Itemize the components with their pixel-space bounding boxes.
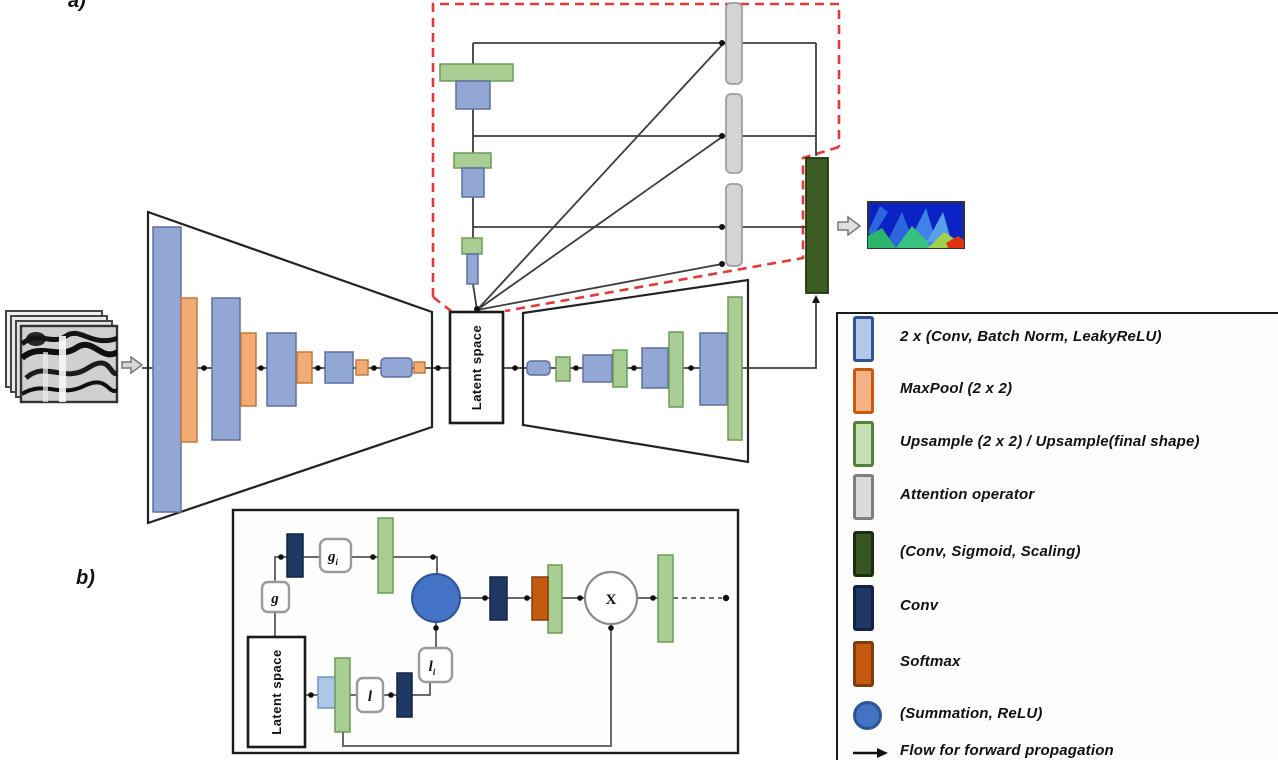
gate-conv-bar [286, 533, 304, 578]
decoder-upsample-bar [612, 349, 628, 388]
attention-callout-outline [431, 2, 841, 313]
output-upsample-bar [657, 554, 674, 643]
multiply-label: X [606, 592, 617, 608]
panel-b-box [231, 508, 740, 755]
encoder-conv-bar [266, 332, 297, 407]
decoder-conv-bar [641, 347, 669, 389]
decoder-conv-bar [699, 332, 728, 406]
legend-item-label: 2 x (Conv, Batch Norm, LeakyReLU) [900, 328, 1162, 345]
legend-item-label: (Conv, Sigmoid, Scaling) [900, 543, 1081, 560]
skip-upsample-bar [334, 657, 351, 733]
attention-upsample-bar [453, 152, 492, 169]
input-image-stack [5, 310, 119, 404]
conv-sigmoid-scaling-bar [805, 157, 829, 294]
encoder-maxpool-bar [355, 359, 369, 376]
gate-signal-label: g [270, 591, 279, 607]
attention-operator-bar [725, 2, 743, 85]
gate-signal-box [260, 580, 291, 614]
legend-box: 2 x (Conv, Batch Norm, LeakyReLU) MaxPoo… [836, 312, 1278, 760]
softmax-icon [853, 641, 874, 687]
skip-conv-output-label: li [429, 659, 436, 677]
skip-conv-output-box [417, 646, 454, 684]
latent-space-label-b: Latent space [269, 649, 284, 734]
output-velocity-image [867, 201, 965, 249]
latent-space-label: Latent space [469, 325, 484, 410]
decoder-upsample-bar [668, 331, 684, 408]
latent-space-box [448, 310, 505, 425]
encoder [142, 210, 450, 525]
panel-a-label: a) [68, 0, 86, 12]
attention-conv-bar [461, 167, 485, 198]
encoder-maxpool-bar [296, 351, 313, 384]
attention-output-lines [742, 42, 817, 228]
conv-block-icon [853, 316, 874, 362]
decoder-upsample-bar [727, 296, 743, 441]
encoder-conv-bar [324, 351, 354, 384]
maxpool-icon [853, 368, 874, 414]
decoder-flow-dots [512, 365, 694, 371]
softmax-upsample-bar [547, 564, 563, 634]
gate-upsample-bar [377, 517, 394, 594]
decoder [503, 278, 750, 464]
multiply-node [583, 570, 639, 626]
upsample-icon [853, 421, 874, 467]
softmax-bar [531, 576, 549, 621]
legend-item-label: Conv [900, 597, 939, 614]
attention-upsample-bar [439, 63, 514, 82]
attention-operator-icon [853, 474, 874, 520]
decoder-conv-bar [582, 354, 613, 383]
input-arrow-icon [121, 355, 144, 375]
legend-item-label: Softmax [900, 653, 961, 670]
skip-conv-bar2 [396, 672, 413, 718]
output-head [748, 157, 965, 369]
attention-operator-bar [725, 183, 743, 267]
post-sum-conv-bar [489, 576, 508, 621]
latent-space-box-b [246, 635, 307, 749]
attention-upsample-bar [461, 237, 483, 255]
attention-gating-lines [473, 42, 726, 228]
attention-module [439, 2, 817, 312]
conv-sigmoid-scaling-icon [853, 531, 874, 577]
decoder-to-output-line [748, 300, 817, 369]
output-arrowhead [812, 295, 820, 303]
decoder-conv-bar [526, 360, 551, 376]
gate-conv-output-label: gi [327, 549, 339, 567]
decoder-upsample-bar [555, 356, 571, 382]
legend-item-label: Attention operator [900, 486, 1035, 503]
encoder-trapezoid [146, 210, 434, 525]
seismic-wiggles [21, 330, 117, 402]
decoder-trapezoid [521, 278, 750, 464]
summation-relu-node [411, 573, 461, 623]
attention-operator-bar [725, 93, 743, 174]
attention-conv-bar [466, 253, 479, 285]
legend-item-label: MaxPool (2 x 2) [900, 380, 1013, 397]
attention-conv-bar [455, 80, 491, 110]
panel-b-dots [278, 554, 730, 698]
panel-b-label: b) [76, 567, 95, 589]
flow-arrow-icon [853, 745, 889, 760]
attention-junction-dots [474, 40, 725, 312]
skip-signal-label: l [368, 689, 373, 705]
attention-gate-detail: Latent space g gi l li X [231, 508, 740, 755]
encoder-maxpool-bar [413, 361, 426, 374]
output-arrow-icon [837, 215, 862, 237]
conv-icon [853, 585, 874, 631]
attention-skip-fan [476, 44, 723, 311]
encoder-flow-dots [201, 365, 441, 371]
encoder-conv-bar [211, 297, 241, 441]
legend-item-label: (Summation, ReLU) [900, 705, 1043, 722]
encoder-maxpool-bar [240, 332, 257, 407]
summation-relu-icon [853, 701, 882, 730]
legend-item-label: Upsample (2 x 2) / Upsample(final shape) [900, 433, 1200, 450]
attention-column-lines [472, 43, 478, 311]
gate-conv-output-box [318, 537, 353, 574]
encoder-conv-bar [380, 357, 413, 378]
encoder-maxpool-bar [180, 297, 198, 443]
skip-signal-box [355, 676, 385, 714]
encoder-conv-bar [152, 226, 182, 513]
legend-item-label: Flow for forward propagation [900, 742, 1114, 759]
